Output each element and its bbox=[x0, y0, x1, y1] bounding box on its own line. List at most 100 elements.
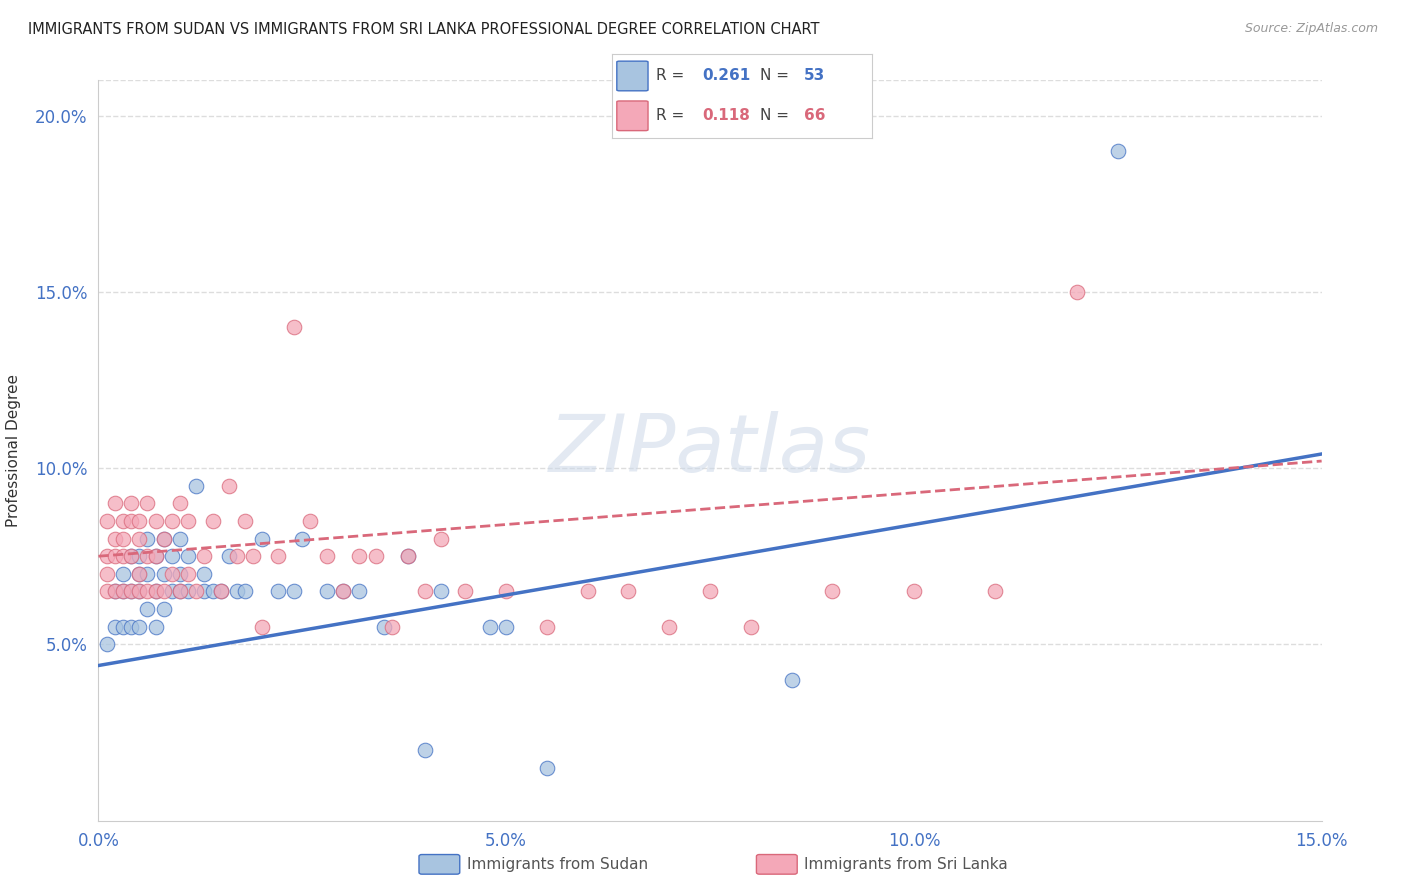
Point bbox=[177, 584, 200, 599]
Point bbox=[152, 566, 174, 581]
Point bbox=[169, 584, 191, 599]
Text: ZIPatlas: ZIPatlas bbox=[548, 411, 872, 490]
Point bbox=[169, 584, 191, 599]
Point bbox=[233, 514, 256, 528]
Point bbox=[315, 584, 337, 599]
Point bbox=[1107, 144, 1129, 158]
Point bbox=[430, 584, 453, 599]
Point bbox=[984, 584, 1007, 599]
Point bbox=[193, 584, 215, 599]
Point bbox=[128, 620, 150, 634]
Point bbox=[699, 584, 721, 599]
Point bbox=[111, 549, 134, 564]
Point bbox=[186, 479, 208, 493]
Point bbox=[267, 584, 290, 599]
Point bbox=[430, 532, 453, 546]
Text: Immigrants from Sudan: Immigrants from Sudan bbox=[467, 857, 648, 871]
Text: 53: 53 bbox=[804, 69, 825, 84]
Point bbox=[193, 549, 215, 564]
Point bbox=[96, 549, 118, 564]
Point bbox=[821, 584, 844, 599]
Point bbox=[250, 532, 273, 546]
Point bbox=[96, 566, 118, 581]
Point bbox=[160, 566, 183, 581]
Point bbox=[111, 514, 134, 528]
Point bbox=[413, 743, 436, 757]
Point bbox=[299, 514, 322, 528]
Point bbox=[160, 514, 183, 528]
Point bbox=[111, 584, 134, 599]
Point bbox=[1066, 285, 1088, 299]
Point bbox=[242, 549, 264, 564]
Point bbox=[128, 584, 150, 599]
Point bbox=[104, 532, 127, 546]
Point bbox=[218, 549, 240, 564]
Text: N =: N = bbox=[759, 69, 794, 84]
Point bbox=[396, 549, 419, 564]
Point bbox=[396, 549, 419, 564]
Point bbox=[364, 549, 387, 564]
Point bbox=[160, 549, 183, 564]
Point bbox=[381, 620, 404, 634]
Point bbox=[128, 584, 150, 599]
Point bbox=[104, 620, 127, 634]
Point bbox=[128, 532, 150, 546]
Point bbox=[332, 584, 354, 599]
Point bbox=[332, 584, 354, 599]
Point bbox=[536, 620, 558, 634]
Text: Source: ZipAtlas.com: Source: ZipAtlas.com bbox=[1244, 22, 1378, 36]
Point bbox=[136, 532, 159, 546]
Point bbox=[177, 514, 200, 528]
Text: 0.118: 0.118 bbox=[703, 108, 751, 123]
Point bbox=[120, 620, 142, 634]
Text: 66: 66 bbox=[804, 108, 825, 123]
Point bbox=[267, 549, 290, 564]
Point bbox=[128, 549, 150, 564]
Point bbox=[136, 566, 159, 581]
Point bbox=[201, 514, 224, 528]
Point bbox=[413, 584, 436, 599]
Point bbox=[177, 549, 200, 564]
Point bbox=[193, 566, 215, 581]
Point bbox=[152, 532, 174, 546]
Point bbox=[177, 566, 200, 581]
Point bbox=[209, 584, 232, 599]
Point bbox=[111, 620, 134, 634]
Point bbox=[495, 584, 517, 599]
Point bbox=[291, 532, 314, 546]
Point bbox=[128, 514, 150, 528]
Point bbox=[169, 532, 191, 546]
Point bbox=[250, 620, 273, 634]
Point bbox=[209, 584, 232, 599]
Point bbox=[740, 620, 762, 634]
Point bbox=[120, 549, 142, 564]
Point bbox=[218, 479, 240, 493]
Point bbox=[169, 566, 191, 581]
Point bbox=[145, 584, 167, 599]
Point bbox=[152, 602, 174, 616]
Point bbox=[128, 566, 150, 581]
Point bbox=[145, 514, 167, 528]
Point bbox=[120, 514, 142, 528]
Point bbox=[780, 673, 803, 687]
Text: R =: R = bbox=[655, 69, 689, 84]
Point bbox=[120, 584, 142, 599]
Point bbox=[233, 584, 256, 599]
Point bbox=[478, 620, 501, 634]
Point bbox=[903, 584, 925, 599]
Point bbox=[536, 761, 558, 775]
Point bbox=[96, 637, 118, 651]
Point bbox=[283, 584, 305, 599]
Point bbox=[373, 620, 395, 634]
Point bbox=[136, 549, 159, 564]
Point bbox=[111, 566, 134, 581]
Point bbox=[136, 602, 159, 616]
Text: Immigrants from Sri Lanka: Immigrants from Sri Lanka bbox=[804, 857, 1008, 871]
Point bbox=[226, 584, 249, 599]
Point bbox=[120, 496, 142, 510]
Point bbox=[576, 584, 599, 599]
Point bbox=[104, 584, 127, 599]
Point bbox=[160, 584, 183, 599]
Point bbox=[111, 584, 134, 599]
Point bbox=[495, 620, 517, 634]
